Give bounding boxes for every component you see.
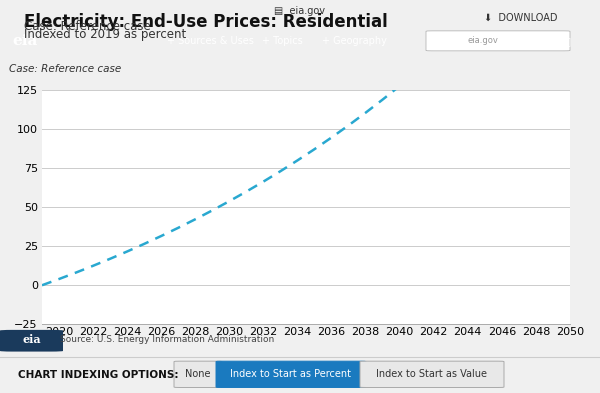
FancyBboxPatch shape [0, 330, 63, 352]
Text: Index to Start as Value: Index to Start as Value [377, 369, 487, 379]
Text: eia: eia [22, 334, 41, 345]
Text: Case: Reference case: Case: Reference case [8, 64, 121, 74]
FancyBboxPatch shape [360, 361, 504, 387]
FancyBboxPatch shape [426, 31, 570, 51]
Text: Source: U.S. Energy Information Administration: Source: U.S. Energy Information Administ… [60, 336, 274, 344]
Text: + Geography: + Geography [322, 36, 386, 46]
FancyBboxPatch shape [216, 361, 366, 387]
Text: eia.gov: eia.gov [468, 37, 499, 45]
Text: Electricity: End-Use Prices: Residential: Electricity: End-Use Prices: Residential [24, 13, 388, 31]
Text: eia: eia [12, 34, 37, 48]
Text: CHART INDEXING OPTIONS:: CHART INDEXING OPTIONS: [18, 370, 179, 380]
Text: ⬇  DOWNLOAD: ⬇ DOWNLOAD [485, 13, 558, 22]
Text: 🔍: 🔍 [564, 36, 570, 46]
Text: Indexed to 2019 as percent: Indexed to 2019 as percent [24, 28, 186, 41]
Text: None: None [185, 369, 211, 379]
Text: Case: Reference case: Case: Reference case [24, 20, 151, 33]
Text: ▤  eia.gov: ▤ eia.gov [275, 7, 325, 17]
FancyBboxPatch shape [174, 361, 222, 387]
Text: Index to Start as Percent: Index to Start as Percent [230, 369, 352, 379]
Text: + Sources & Uses: + Sources & Uses [167, 36, 253, 46]
Text: + Topics: + Topics [262, 36, 302, 46]
